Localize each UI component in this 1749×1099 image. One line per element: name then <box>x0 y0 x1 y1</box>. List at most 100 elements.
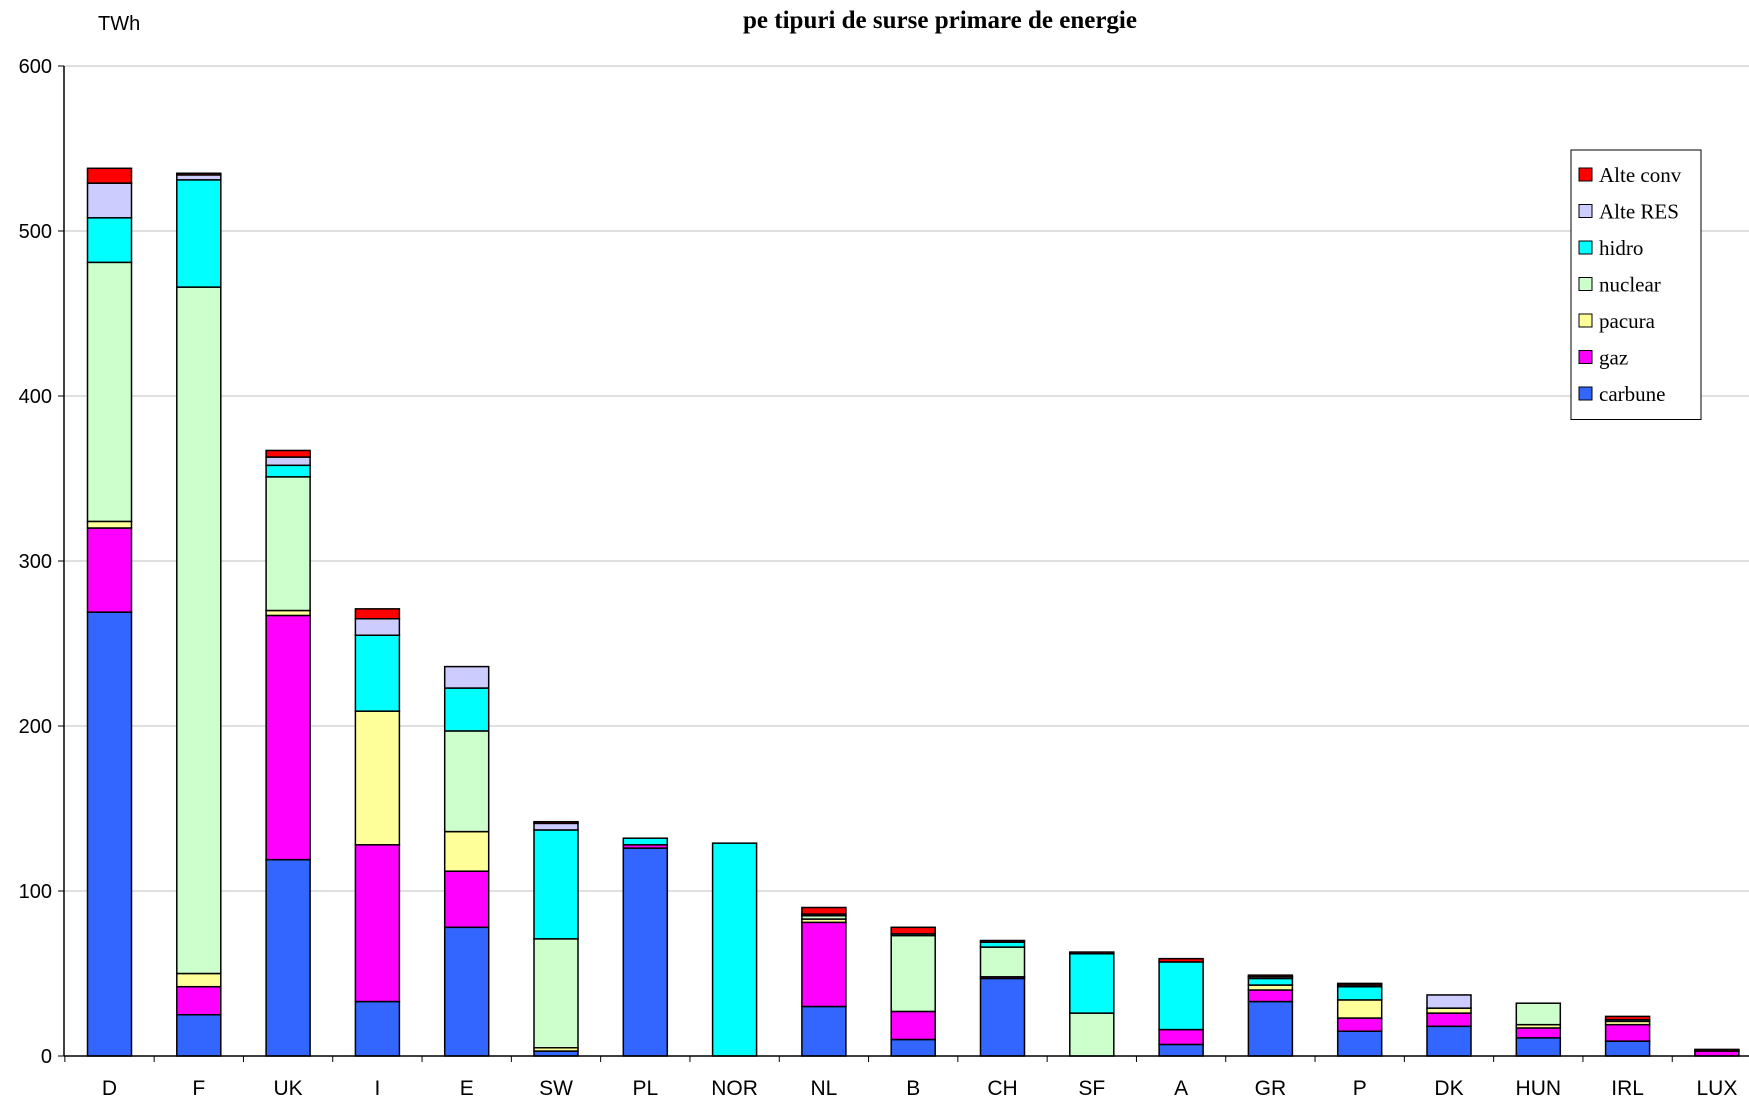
bar-segment-gaz-uk <box>265 614 311 861</box>
bar-segment-nuclear-hun <box>1515 1002 1562 1026</box>
x-tick-label: A <box>1174 1077 1188 1099</box>
bar-segment-alte-res-i <box>354 618 401 636</box>
y-tick-label: 100 <box>19 881 52 903</box>
bar-segment-gaz-i <box>354 844 401 1003</box>
bar-segment-nuclear-f <box>176 286 222 975</box>
bar-segment-hidro-f <box>176 179 222 288</box>
bar-segment-gaz-f <box>176 985 222 1016</box>
y-tick-label: 200 <box>19 716 52 738</box>
gridlines <box>64 65 1749 892</box>
x-tick-label: UK <box>274 1077 303 1099</box>
bar-segment-gaz-gr <box>1247 989 1294 1003</box>
bar-segment-alte-res-sw <box>533 822 579 831</box>
bar-segment-carbune-hun <box>1515 1037 1562 1057</box>
bar-segment-alte-conv-lux <box>1694 1048 1740 1052</box>
y-axis-unit-label: TWh <box>98 13 140 35</box>
x-tick-label: SW <box>539 1077 573 1099</box>
y-tick-label: 300 <box>19 551 52 573</box>
bar-segment-nuclear-sf <box>1069 1012 1115 1057</box>
legend-label: carbune <box>1599 382 1665 406</box>
bar-segment-hidro-sf <box>1069 952 1115 1014</box>
x-tick-label: CH <box>987 1077 1017 1099</box>
legend-swatch <box>1578 350 1593 364</box>
legend-label: pacura <box>1599 309 1656 333</box>
bars <box>86 167 1740 1057</box>
bar-segment-gaz-nl <box>801 921 847 1008</box>
bar-segment-carbune-a <box>1158 1043 1204 1057</box>
bar-segment-carbune-p <box>1336 1030 1383 1057</box>
legend-label: hidro <box>1599 236 1643 260</box>
legend-box <box>1570 149 1702 420</box>
bar-segment-hidro-gr <box>1247 977 1294 986</box>
bar-segment-pacura-i <box>354 710 401 846</box>
bar-segment-carbune-e <box>443 926 490 1057</box>
bar-segment-nuclear-sw <box>533 938 579 1049</box>
bar-segment-hidro-nor <box>711 842 758 1057</box>
bar-segment-pacura-p <box>1336 999 1383 1019</box>
bar-segment-nuclear-uk <box>265 476 311 612</box>
bar-segment-gaz-b <box>890 1010 936 1041</box>
bar-segment-gaz-d <box>86 527 133 613</box>
legend-label: Alte conv <box>1599 163 1682 187</box>
bar-segment-hidro-sw <box>533 829 579 940</box>
bar-segment-carbune-nl <box>801 1005 847 1057</box>
x-tick-label: E <box>460 1077 474 1099</box>
legend-label: Alte RES <box>1599 200 1679 224</box>
x-tick-label: PL <box>632 1077 658 1099</box>
bar-segment-gaz-a <box>1158 1028 1204 1046</box>
bar-segment-alte-conv-uk <box>265 449 311 458</box>
bar-segment-nuclear-ch <box>979 946 1026 978</box>
x-tick-label: D <box>102 1077 117 1099</box>
bar-segment-gaz-irl <box>1604 1023 1651 1042</box>
bar-segment-hidro-pl <box>622 837 669 846</box>
x-tick-label: SF <box>1078 1077 1105 1099</box>
bar-segment-alte-conv-irl <box>1604 1015 1651 1021</box>
legend-swatch <box>1578 204 1593 218</box>
bar-segment-carbune-b <box>890 1038 936 1057</box>
bar-segment-carbune-i <box>354 1000 401 1057</box>
bar-segment-carbune-f <box>176 1014 222 1057</box>
bar-segment-gaz-e <box>443 870 490 929</box>
y-tick-label: 500 <box>19 221 52 243</box>
bar-segment-nuclear-e <box>443 730 490 833</box>
legend-swatch <box>1578 277 1593 291</box>
legend-label: nuclear <box>1599 273 1661 297</box>
axes: 0 100 200 300 400 500 600 D F UK I E SW PL NOR NL B CH SF A… <box>19 56 1749 1099</box>
bar-segment-alte-res-dk <box>1426 994 1472 1009</box>
bar-segment-alte-conv-a <box>1158 957 1204 963</box>
x-tick-label: HUN <box>1516 1077 1562 1099</box>
bar-segment-hidro-a <box>1158 961 1204 1031</box>
x-tick-label: P <box>1353 1077 1367 1099</box>
x-tick-label: I <box>374 1077 380 1099</box>
legend: Alte conv Alte RES hidro nuclear pacura gaz ca… <box>1570 149 1702 420</box>
bar-segment-gaz-hun <box>1515 1027 1562 1039</box>
bar-segment-gaz-dk <box>1426 1012 1472 1028</box>
bar-segment-carbune-gr <box>1247 1000 1294 1057</box>
bar-segment-pacura-e <box>443 830 490 872</box>
x-tick-label: DK <box>1434 1077 1463 1099</box>
bar-segment-alte-conv-sf <box>1069 951 1115 955</box>
bar-segment-alte-conv-d <box>86 167 133 184</box>
legend-swatch <box>1578 240 1593 255</box>
bar-segment-alte-res-e <box>443 665 490 689</box>
bar-segment-alte-conv-nl <box>801 906 847 915</box>
y-tick-label: 0 <box>41 1046 52 1068</box>
legend-swatch <box>1578 386 1593 401</box>
bar-segment-alte-conv-f <box>176 172 222 176</box>
bar-segment-carbune-d <box>86 611 133 1057</box>
bar-segment-alte-conv-ch <box>979 939 1026 943</box>
bar-segment-alte-conv-gr <box>1247 974 1294 978</box>
bar-segment-carbune-ch <box>979 977 1026 1057</box>
bar-segment-hidro-e <box>443 687 490 732</box>
bar-segment-carbune-dk <box>1426 1025 1472 1057</box>
bar-segment-carbune-uk <box>265 858 311 1057</box>
y-tick-label: 400 <box>19 386 52 408</box>
bar-segment-pacura-f <box>176 972 222 988</box>
bar-segment-alte-conv-i <box>354 608 401 620</box>
bar-segment-nuclear-d <box>86 261 133 523</box>
bar-segment-pacura-d <box>86 520 133 529</box>
bar-segment-hidro-d <box>86 217 133 264</box>
x-tick-label: F <box>192 1077 205 1099</box>
x-tick-label: LUX <box>1696 1077 1737 1099</box>
